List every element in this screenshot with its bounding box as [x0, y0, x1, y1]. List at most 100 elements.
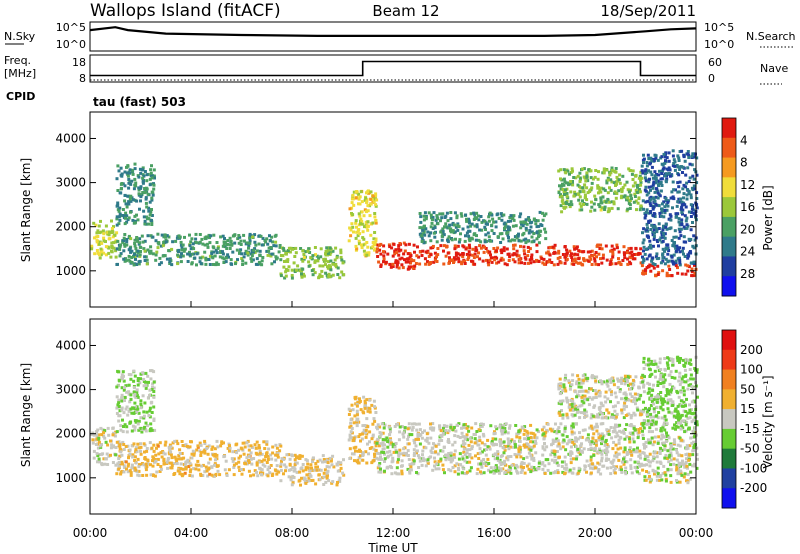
scatter-cell: [686, 479, 690, 483]
scatter-cell: [592, 453, 596, 457]
scatter-cell: [211, 245, 215, 249]
scatter-cell: [295, 461, 299, 465]
scatter-cell: [637, 434, 640, 438]
scatter-cell: [508, 441, 512, 445]
scatter-cell: [435, 214, 439, 218]
scatter-cell: [592, 202, 596, 206]
scatter-cell: [363, 431, 367, 435]
scatter-cell: [203, 442, 207, 445]
scatter-cell: [97, 440, 101, 444]
scatter-cell: [99, 247, 103, 251]
scatter-cell: [682, 235, 686, 239]
scatter-cell: [472, 218, 476, 221]
scatter-cell: [625, 423, 629, 427]
scatter-cell: [666, 204, 670, 208]
scatter-cell: [644, 189, 648, 193]
scatter-cell: [400, 472, 404, 476]
scatter-cell: [631, 257, 635, 261]
scatter-cell: [578, 447, 581, 451]
scatter-cell: [660, 210, 664, 214]
scatter-cell: [439, 457, 443, 461]
scatter-cell: [517, 239, 521, 243]
scatter-cell: [561, 433, 565, 437]
scatter-cell: [649, 170, 653, 174]
scatter-cell: [325, 471, 329, 475]
scatter-cell: [144, 468, 148, 472]
scatter-cell: [283, 276, 287, 280]
scatter-cell: [262, 440, 266, 444]
scatter-cell: [216, 262, 220, 266]
scatter-cell: [359, 222, 362, 226]
scatter-cell: [605, 466, 609, 470]
scatter-cell: [375, 439, 379, 443]
scatter-cell: [418, 250, 422, 254]
scatter-cell: [434, 467, 438, 471]
scatter-cell: [620, 430, 624, 434]
scatter-cell: [572, 439, 576, 443]
power-cells: [90, 149, 699, 280]
scatter-cell: [660, 155, 664, 159]
scatter-cell: [247, 448, 251, 452]
scatter-cell: [585, 173, 589, 177]
scatter-cell: [418, 442, 422, 446]
scatter-cell: [563, 255, 567, 259]
scatter-cell: [434, 218, 438, 222]
scatter-cell: [561, 445, 565, 449]
scatter-cell: [537, 224, 541, 228]
scatter-cell: [439, 230, 443, 234]
scatter-cell: [432, 426, 436, 430]
scatter-cell: [590, 462, 594, 466]
scatter-cell: [124, 202, 128, 206]
scatter-cell: [612, 440, 616, 444]
scatter-cell: [544, 230, 548, 234]
scatter-cell: [667, 217, 671, 221]
scatter-cell: [242, 255, 246, 259]
scatter-cell: [366, 220, 370, 224]
scatter-cell: [463, 259, 467, 263]
scatter-cell: [583, 415, 586, 419]
scatter-cell: [449, 230, 453, 234]
scatter-cell: [235, 442, 239, 446]
scatter-cell: [142, 215, 146, 219]
scatter-cell: [142, 410, 146, 414]
scatter-cell: [429, 225, 433, 229]
scatter-cell: [274, 443, 278, 447]
scatter-cell: [664, 225, 668, 229]
scatter-cell: [641, 269, 645, 273]
scatter-cell: [571, 169, 574, 173]
scatter-cell: [448, 223, 452, 227]
scatter-cell: [690, 163, 694, 167]
scatter-cell: [168, 257, 172, 261]
scatter-cell: [449, 425, 453, 429]
scatter-cell: [626, 257, 629, 261]
scatter-cell: [687, 190, 691, 193]
scatter-cell: [561, 413, 565, 417]
scatter-cell: [123, 466, 127, 469]
scatter-cell: [567, 203, 571, 206]
scatter-cell: [506, 437, 510, 441]
scatter-cell: [256, 262, 260, 266]
scatter-cell: [198, 233, 202, 236]
scatter-cell: [143, 219, 147, 223]
scatter-cell: [510, 438, 514, 442]
scatter-cell: [554, 422, 557, 426]
scatter-cell: [133, 244, 137, 248]
scatter-cell: [181, 243, 185, 247]
scatter-cell: [99, 250, 103, 254]
scatter-cell: [354, 221, 358, 225]
scatter-cell: [402, 453, 406, 457]
scatter-cell: [614, 443, 618, 447]
scatter-cell: [576, 447, 580, 451]
scatter-cell: [615, 243, 619, 247]
scatter-cell: [365, 241, 369, 244]
scatter-cell: [529, 436, 533, 439]
scatter-cell: [582, 250, 586, 254]
scatter-cell: [99, 253, 103, 257]
scatter-cell: [606, 397, 610, 401]
scatter-cell: [372, 417, 376, 421]
scatter-cell: [330, 481, 334, 485]
scatter-cell: [543, 448, 547, 452]
scatter-cell: [614, 167, 618, 170]
scatter-cell: [500, 251, 504, 255]
scatter-cell: [612, 458, 616, 462]
